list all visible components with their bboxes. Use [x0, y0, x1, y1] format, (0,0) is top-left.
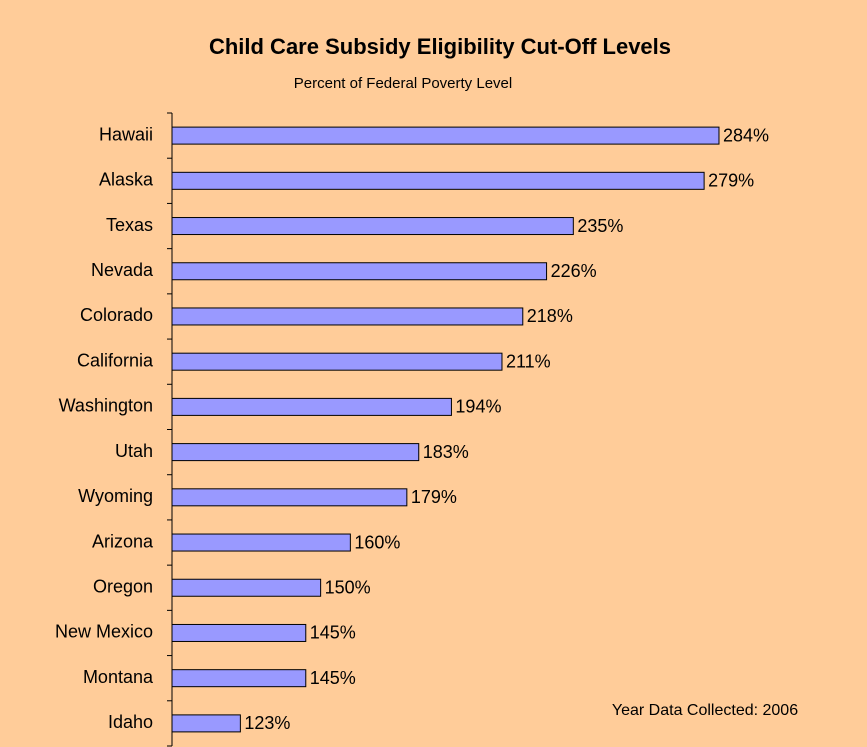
y-tick-label: Washington [59, 396, 153, 416]
value-label: 279% [708, 171, 754, 191]
value-label: 218% [527, 306, 573, 326]
bar [171, 443, 420, 462]
bar [171, 352, 503, 371]
y-tick-label: Nevada [91, 260, 154, 280]
y-tick-label: Hawaii [99, 124, 153, 144]
value-label: 123% [244, 713, 290, 733]
y-tick-label: Alaska [99, 170, 154, 190]
bar [171, 623, 307, 642]
value-label: 160% [354, 532, 400, 552]
annotation: Year Data Collected: 2006 [612, 702, 798, 719]
value-label: 145% [310, 668, 356, 688]
bar [171, 533, 351, 552]
bar [171, 669, 307, 688]
chart-title: Child Care Subsidy Eligibility Cut-Off L… [209, 34, 671, 59]
value-label: 179% [411, 487, 457, 507]
y-tick-label: Oregon [93, 577, 153, 597]
bar [171, 714, 241, 733]
bar [171, 397, 452, 416]
chart-subtitle: Percent of Federal Poverty Level [294, 75, 512, 92]
y-tick-label: Texas [106, 215, 153, 235]
bar [171, 171, 705, 190]
bar [171, 578, 322, 597]
y-tick-label: Wyoming [78, 486, 153, 506]
y-tick-label: New Mexico [55, 622, 153, 642]
y-tick-label: Utah [115, 441, 153, 461]
value-label: 145% [310, 623, 356, 643]
y-tick-label: Arizona [92, 531, 154, 551]
value-label: 226% [551, 261, 597, 281]
value-label: 235% [577, 216, 623, 236]
y-tick-label: Colorado [80, 305, 153, 325]
value-label: 284% [723, 125, 769, 145]
value-label: 194% [455, 397, 501, 417]
y-tick-label: California [77, 350, 154, 370]
y-tick-label: Montana [83, 667, 154, 687]
bar [171, 217, 574, 236]
bar [171, 126, 720, 145]
bar [171, 488, 408, 507]
y-tick-label: Idaho [108, 712, 153, 732]
bar [171, 307, 524, 326]
value-label: 150% [325, 578, 371, 598]
value-label: 211% [506, 351, 551, 371]
bar [171, 262, 548, 281]
value-label: 183% [423, 442, 469, 462]
